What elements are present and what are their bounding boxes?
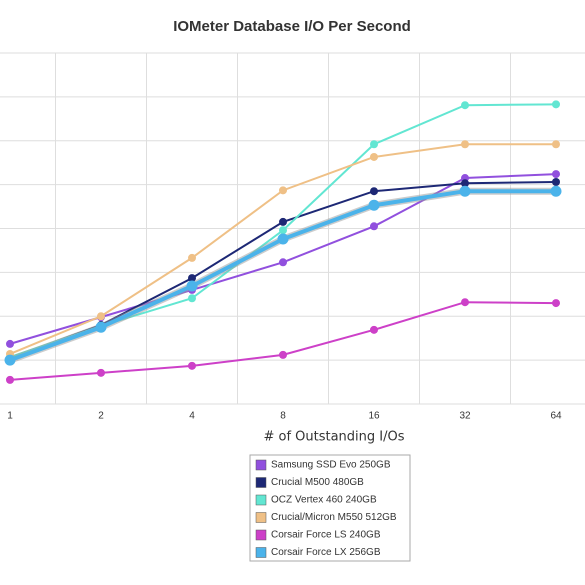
data-point: [552, 170, 560, 179]
series-line: [9, 143, 556, 355]
data-point: [95, 321, 107, 333]
data-point: [459, 185, 471, 197]
data-point: [97, 368, 105, 377]
data-point: [279, 350, 287, 359]
legend-swatch: [255, 529, 267, 541]
legend-swatch: [255, 477, 267, 488]
data-point: [277, 233, 289, 245]
x-tick-label: 64: [550, 411, 562, 422]
x-tick-label: 8: [280, 411, 286, 422]
data-point: [552, 177, 560, 186]
legend-label: OCZ Vertex 460 240GB: [271, 495, 377, 506]
legend-swatch: [255, 512, 267, 523]
data-point: [368, 199, 380, 211]
data-point: [370, 325, 378, 334]
data-point: [461, 140, 469, 149]
series-shadow: [8, 187, 556, 364]
data-point: [279, 217, 287, 226]
data-point: [6, 339, 14, 348]
x-tick-label: 16: [368, 411, 380, 422]
data-point: [279, 226, 287, 235]
data-point: [370, 140, 378, 149]
x-axis-title: # of Outstanding I/Os: [263, 430, 404, 445]
series-line: [9, 189, 556, 363]
data-point: [552, 100, 560, 109]
legend-swatch: [255, 459, 267, 471]
legend-label: Crucial/Micron M550 512GB: [271, 512, 397, 523]
legend-label: Samsung SSD Evo 250GB: [271, 460, 391, 471]
data-point: [188, 253, 196, 262]
series-line: [9, 301, 557, 381]
data-point: [370, 187, 378, 196]
data-point: [279, 258, 287, 267]
data-point: [188, 294, 196, 303]
x-tick-label: 4: [189, 411, 195, 422]
data-point: [552, 299, 560, 308]
data-point: [461, 298, 469, 307]
data-point: [188, 361, 196, 370]
data-point: [279, 186, 287, 195]
data-point: [188, 274, 196, 283]
data-point: [370, 222, 378, 231]
legend-label: Crucial M500 480GB: [271, 477, 364, 488]
data-point: [461, 101, 469, 110]
legend-box: [249, 454, 411, 562]
legend-swatch: [255, 494, 267, 506]
data-point: [461, 179, 469, 188]
data-point: [186, 280, 198, 292]
x-tick-label: 2: [98, 411, 104, 422]
x-tick-label: 32: [459, 411, 471, 422]
chart-title: IOMeter Database I/O Per Second: [173, 18, 411, 35]
data-point: [370, 152, 378, 161]
x-tick-label: 1: [7, 411, 13, 422]
legend-swatch: [255, 547, 267, 558]
legend-label: Corsair Force LX 256GB: [271, 547, 381, 558]
data-point: [552, 140, 560, 149]
data-point: [6, 375, 14, 384]
legend-label: Corsair Force LS 240GB: [271, 530, 381, 541]
data-point: [550, 185, 562, 197]
data-point: [4, 354, 16, 366]
data-point: [97, 312, 105, 321]
